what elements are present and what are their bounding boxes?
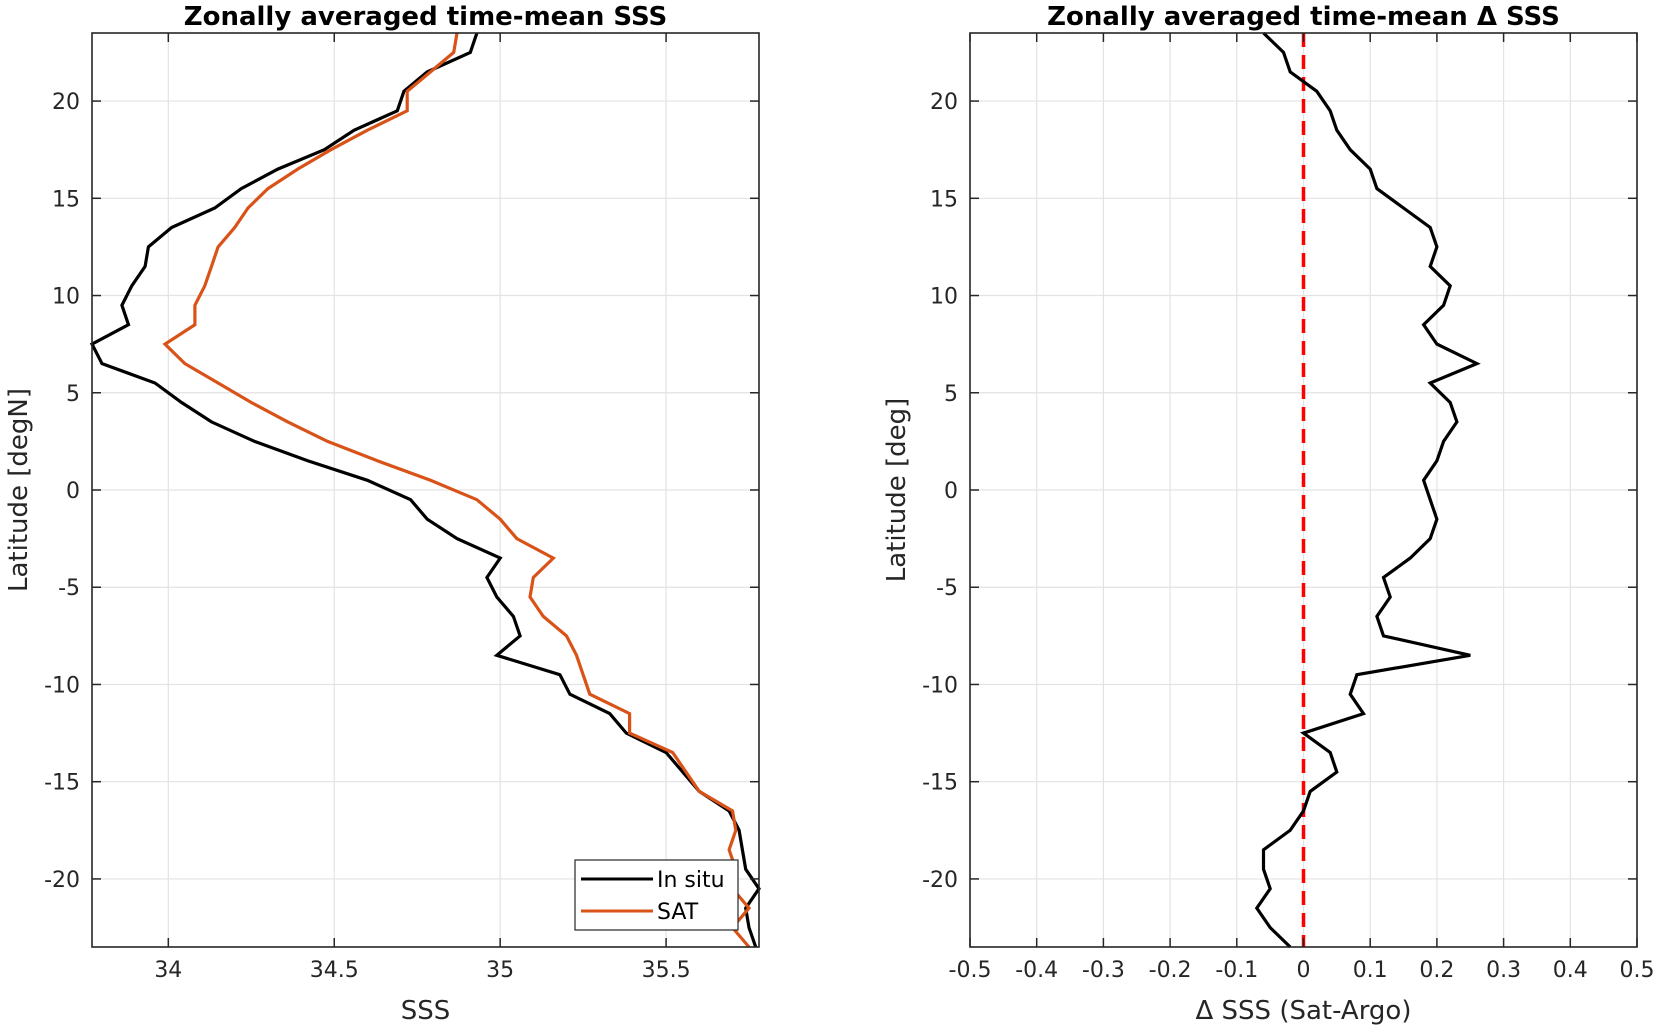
y-tick-label: 10 xyxy=(930,285,958,310)
x-tick-labels: -0.5 -0.4 -0.3 -0.2 -0.1 0 0.1 0.2 0.3 0.4 0.5 xyxy=(949,958,1655,983)
series-lines xyxy=(89,32,761,949)
legend-box xyxy=(574,859,739,931)
y-axis-label: Latitude [deg] xyxy=(882,398,912,583)
x-tick-label: 0.3 xyxy=(1486,958,1521,983)
series-line-0 xyxy=(1254,31,1481,949)
x-axis-label: SSS xyxy=(401,996,451,1026)
sss-panel: 34 34.5 35 35.5 -20 -15 -10 -5 0 5 10 15 20 Zonally… xyxy=(4,2,761,1026)
x-tick-label: -0.2 xyxy=(1149,958,1192,983)
y-tick-label: -10 xyxy=(922,673,958,698)
series-lines xyxy=(1254,31,1481,949)
y-tick-label: -20 xyxy=(44,868,80,893)
y-tick-label: 5 xyxy=(944,382,958,407)
x-tick-label: 0.4 xyxy=(1553,958,1588,983)
y-tick-label: -20 xyxy=(922,868,958,893)
chart-title: Zonally averaged time-mean SSS xyxy=(184,2,668,32)
x-tick-label: 0.2 xyxy=(1419,958,1454,983)
legend-label-sat: SAT xyxy=(657,900,699,925)
legend-label-in-situ: In situ xyxy=(657,868,725,893)
x-tick-label: 0.5 xyxy=(1620,958,1655,983)
y-tick-label: 0 xyxy=(66,479,80,504)
y-tick-label: 0 xyxy=(944,479,958,504)
x-axis-label: Δ SSS (Sat-Argo) xyxy=(1196,996,1412,1026)
y-tick-label: 15 xyxy=(930,187,958,212)
legend: In situ SAT xyxy=(574,859,739,931)
chart-title: Zonally averaged time-mean Δ SSS xyxy=(1047,2,1560,32)
x-tick-label: -0.4 xyxy=(1015,958,1058,983)
x-tick-label: 34 xyxy=(154,958,182,983)
y-axis-label: Latitude [degN] xyxy=(4,388,34,592)
y-tick-label: 5 xyxy=(66,382,80,407)
y-tick-labels: -20 -15 -10 -5 0 5 10 15 20 xyxy=(922,90,958,893)
x-tick-label: -0.1 xyxy=(1215,958,1258,983)
x-tick-labels: 34 34.5 35 35.5 xyxy=(154,958,690,983)
tick-marks xyxy=(969,33,1638,947)
series-line-sat xyxy=(162,32,752,949)
x-tick-label: 35 xyxy=(486,958,514,983)
y-tick-label: -10 xyxy=(44,673,80,698)
x-tick-label: -0.3 xyxy=(1082,958,1125,983)
x-tick-label: 0.1 xyxy=(1353,958,1388,983)
x-tick-label: 0 xyxy=(1297,958,1311,983)
y-tick-label: -5 xyxy=(58,576,80,601)
delta-sss-panel: -0.5 -0.4 -0.3 -0.2 -0.1 0 0.1 0.2 0.3 0.4 0.5 -20… xyxy=(882,2,1655,1026)
y-tick-label: 15 xyxy=(52,187,80,212)
y-tick-labels: -20 -15 -10 -5 0 5 10 15 20 xyxy=(44,90,80,893)
grid-lines xyxy=(92,33,759,947)
tick-marks xyxy=(92,33,759,947)
x-tick-label: -0.5 xyxy=(949,958,992,983)
x-tick-label: 35.5 xyxy=(642,958,691,983)
y-tick-label: 20 xyxy=(930,90,958,115)
y-tick-label: -15 xyxy=(44,771,80,796)
x-tick-label: 34.5 xyxy=(310,958,359,983)
y-tick-label: -5 xyxy=(936,576,958,601)
y-tick-label: -15 xyxy=(922,771,958,796)
y-tick-label: 10 xyxy=(52,285,80,310)
y-tick-label: 20 xyxy=(52,90,80,115)
